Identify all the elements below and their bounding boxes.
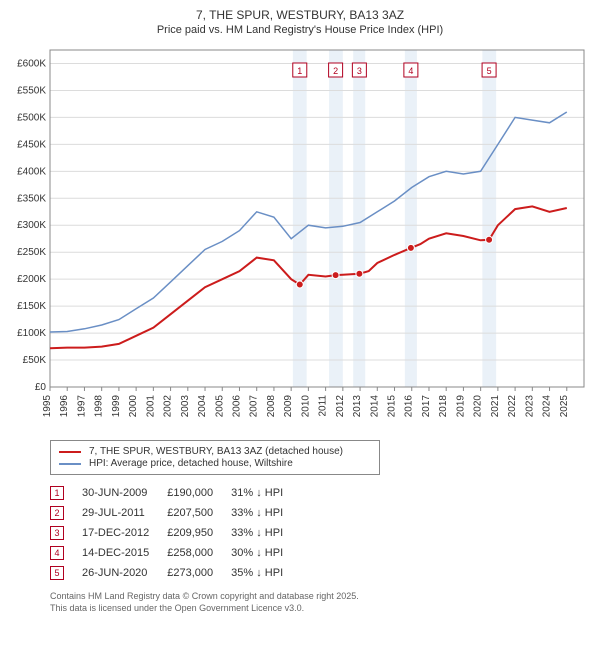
table-row: 2 29-JUL-2011£207,50033% ↓ HPI bbox=[50, 503, 301, 523]
svg-text:2016: 2016 bbox=[404, 395, 415, 418]
sale-delta: 31% ↓ HPI bbox=[231, 483, 301, 503]
svg-text:1998: 1998 bbox=[94, 395, 105, 418]
svg-text:£350K: £350K bbox=[17, 193, 46, 204]
svg-text:2005: 2005 bbox=[214, 395, 225, 418]
svg-text:2: 2 bbox=[333, 66, 338, 76]
svg-text:2010: 2010 bbox=[300, 395, 311, 418]
sale-date: 30-JUN-2009 bbox=[82, 483, 167, 503]
table-row: 5 26-JUN-2020£273,00035% ↓ HPI bbox=[50, 563, 301, 583]
svg-text:£450K: £450K bbox=[17, 139, 46, 150]
svg-text:1999: 1999 bbox=[111, 395, 122, 418]
sale-price: £190,000 bbox=[167, 483, 231, 503]
svg-text:£500K: £500K bbox=[17, 112, 46, 123]
svg-text:2004: 2004 bbox=[197, 395, 208, 418]
sale-date: 29-JUL-2011 bbox=[82, 503, 167, 523]
chart-title: 7, THE SPUR, WESTBURY, BA13 3AZ bbox=[8, 8, 592, 22]
svg-text:2003: 2003 bbox=[180, 395, 191, 418]
sale-delta: 33% ↓ HPI bbox=[231, 523, 301, 543]
sale-marker: 1 bbox=[50, 486, 64, 500]
svg-text:£600K: £600K bbox=[17, 58, 46, 69]
svg-text:£0: £0 bbox=[35, 382, 47, 393]
svg-text:2000: 2000 bbox=[128, 395, 139, 418]
legend-label: 7, THE SPUR, WESTBURY, BA13 3AZ (detache… bbox=[89, 446, 343, 457]
svg-text:2018: 2018 bbox=[438, 395, 449, 418]
svg-text:2013: 2013 bbox=[352, 395, 363, 418]
svg-text:2008: 2008 bbox=[266, 395, 277, 418]
svg-text:£400K: £400K bbox=[17, 166, 46, 177]
svg-text:2009: 2009 bbox=[283, 395, 294, 418]
sale-delta: 30% ↓ HPI bbox=[231, 543, 301, 563]
sale-price: £207,500 bbox=[167, 503, 231, 523]
price-chart: £0 £50K £100K £150K £200K £250K £300K £350K £400… bbox=[8, 42, 592, 432]
legend: 7, THE SPUR, WESTBURY, BA13 3AZ (detache… bbox=[50, 440, 380, 475]
svg-text:2022: 2022 bbox=[507, 395, 518, 418]
svg-text:£200K: £200K bbox=[17, 274, 46, 285]
svg-text:4: 4 bbox=[408, 66, 413, 76]
sale-delta: 35% ↓ HPI bbox=[231, 563, 301, 583]
legend-row: 7, THE SPUR, WESTBURY, BA13 3AZ (detache… bbox=[59, 446, 371, 457]
svg-text:1995: 1995 bbox=[42, 395, 53, 418]
legend-label: HPI: Average price, detached house, Wilt… bbox=[89, 458, 293, 469]
footer: Contains HM Land Registry data © Crown c… bbox=[50, 591, 592, 614]
sale-marker: 4 bbox=[50, 546, 64, 560]
svg-text:2023: 2023 bbox=[524, 395, 535, 418]
svg-text:5: 5 bbox=[487, 66, 492, 76]
svg-text:1996: 1996 bbox=[59, 395, 70, 418]
footer-line: This data is licensed under the Open Gov… bbox=[50, 603, 592, 615]
sale-date: 26-JUN-2020 bbox=[82, 563, 167, 583]
sale-price: £273,000 bbox=[167, 563, 231, 583]
svg-text:£150K: £150K bbox=[17, 301, 46, 312]
svg-text:2019: 2019 bbox=[455, 395, 466, 418]
svg-text:2017: 2017 bbox=[421, 395, 432, 418]
legend-row: HPI: Average price, detached house, Wilt… bbox=[59, 458, 371, 469]
legend-swatch-red bbox=[59, 451, 81, 453]
svg-text:2024: 2024 bbox=[542, 395, 553, 418]
sale-date: 17-DEC-2012 bbox=[82, 523, 167, 543]
sale-marker: 5 bbox=[50, 566, 64, 580]
svg-text:1: 1 bbox=[297, 66, 302, 76]
svg-text:2007: 2007 bbox=[249, 395, 260, 418]
table-row: 3 17-DEC-2012£209,95033% ↓ HPI bbox=[50, 523, 301, 543]
table-row: 4 14-DEC-2015£258,00030% ↓ HPI bbox=[50, 543, 301, 563]
svg-text:2025: 2025 bbox=[559, 395, 570, 418]
svg-text:£250K: £250K bbox=[17, 247, 46, 258]
svg-text:1997: 1997 bbox=[76, 395, 87, 418]
svg-text:2011: 2011 bbox=[318, 395, 329, 417]
sales-table: 1 30-JUN-2009£190,00031% ↓ HPI 2 29-JUL-201… bbox=[50, 483, 301, 583]
svg-text:£50K: £50K bbox=[23, 355, 47, 366]
sale-marker: 3 bbox=[50, 526, 64, 540]
svg-text:2002: 2002 bbox=[163, 395, 174, 418]
sale-date: 14-DEC-2015 bbox=[82, 543, 167, 563]
svg-text:2020: 2020 bbox=[473, 395, 484, 418]
sale-price: £258,000 bbox=[167, 543, 231, 563]
chart-subtitle: Price paid vs. HM Land Registry's House … bbox=[8, 24, 592, 36]
chart-area: £0 £50K £100K £150K £200K £250K £300K £350K £400… bbox=[8, 42, 592, 432]
sale-marker: 2 bbox=[50, 506, 64, 520]
svg-text:2021: 2021 bbox=[490, 395, 501, 418]
svg-text:3: 3 bbox=[357, 66, 362, 76]
svg-text:2012: 2012 bbox=[335, 395, 346, 418]
svg-text:£300K: £300K bbox=[17, 220, 46, 231]
legend-swatch-blue bbox=[59, 463, 81, 465]
svg-text:2006: 2006 bbox=[231, 395, 242, 418]
sale-delta: 33% ↓ HPI bbox=[231, 503, 301, 523]
svg-text:2015: 2015 bbox=[387, 395, 398, 418]
footer-line: Contains HM Land Registry data © Crown c… bbox=[50, 591, 592, 603]
svg-text:£550K: £550K bbox=[17, 85, 46, 96]
svg-text:2014: 2014 bbox=[369, 395, 380, 418]
svg-text:2001: 2001 bbox=[145, 395, 156, 418]
sale-price: £209,950 bbox=[167, 523, 231, 543]
table-row: 1 30-JUN-2009£190,00031% ↓ HPI bbox=[50, 483, 301, 503]
svg-text:£100K: £100K bbox=[17, 328, 46, 339]
